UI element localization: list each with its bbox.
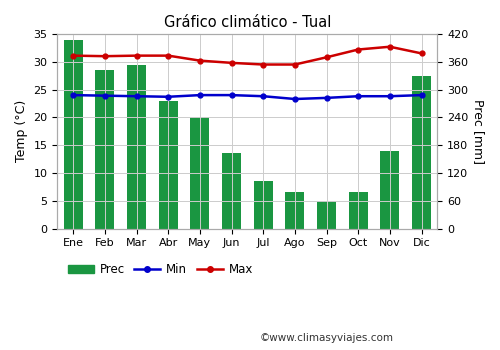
Bar: [222, 154, 241, 229]
Bar: [348, 193, 368, 229]
Bar: [64, 40, 82, 229]
Y-axis label: Prec [mm]: Prec [mm]: [472, 99, 485, 164]
Bar: [158, 101, 178, 229]
Bar: [412, 76, 431, 229]
Bar: [380, 151, 400, 229]
Bar: [254, 181, 272, 229]
Bar: [96, 70, 114, 229]
Y-axis label: Temp (°C): Temp (°C): [15, 100, 28, 162]
Bar: [127, 64, 146, 229]
Bar: [286, 193, 304, 229]
Bar: [190, 117, 210, 229]
Legend: Prec, Min, Max: Prec, Min, Max: [64, 259, 258, 281]
Bar: [317, 201, 336, 229]
Text: ©www.climasyviajes.com: ©www.climasyviajes.com: [260, 333, 394, 343]
Title: Gráfico climático - Tual: Gráfico climático - Tual: [164, 15, 331, 30]
